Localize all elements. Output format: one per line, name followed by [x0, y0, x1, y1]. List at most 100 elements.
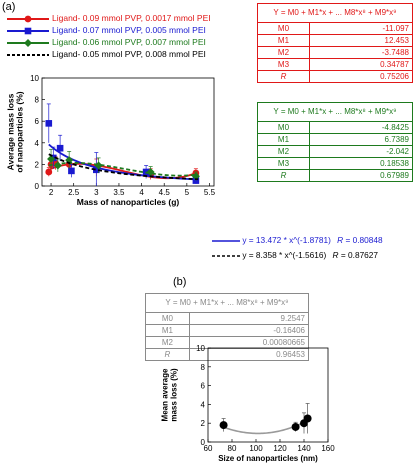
data-point — [146, 167, 155, 176]
x-tick-label: 4 — [139, 188, 144, 197]
fit-curve — [48, 153, 199, 181]
fit-table-gray-key: M1 — [145, 324, 190, 337]
legend-symbol — [7, 15, 49, 23]
fit-table-red-value: -11.097 — [308, 22, 414, 35]
y-tick-label: 6 — [201, 382, 206, 391]
legend-symbol — [7, 27, 49, 35]
y-axis-label: Average mass lossof nanoparticles (%) — [5, 91, 24, 172]
y-tick-label: 2 — [201, 419, 206, 428]
power-fit-blue-r-eq: = — [345, 235, 351, 245]
fit-table-green-header: Y = M0 + M1*x + ... M8*x⁸ + M9*x⁹ — [257, 102, 413, 122]
plot-frame — [207, 347, 329, 443]
y-axis-label: Mean averagemass loss (%) — [161, 368, 179, 422]
legend: Ligand- 0.09 mmol PVP, 0.0017 mmol PEI Li… — [0, 13, 245, 68]
data-point — [192, 177, 200, 184]
x-tick-label: 5.5 — [204, 188, 216, 197]
panel-label-a: (a) — [2, 1, 16, 13]
x-tick-label: 80 — [228, 444, 237, 453]
data-point — [53, 161, 62, 170]
fit-table-red-key: M0 — [257, 22, 310, 35]
x-axis-label: Mass of nanoparticles (g) — [77, 197, 180, 207]
y-tick-label: 10 — [196, 344, 205, 353]
y-tick-label: 8 — [35, 96, 40, 105]
x-tick-label: 100 — [249, 444, 263, 453]
power-fit-blue-eq: y = 13.472 * x^(-1.8781) — [242, 235, 331, 245]
legend-marker — [24, 27, 32, 35]
fit-table-red-key: M3 — [257, 58, 310, 71]
power-fit-black-r-eq: = — [340, 250, 346, 260]
fit-table-green-key: R — [257, 169, 310, 182]
fit-table-green-key: M1 — [257, 133, 310, 146]
y-tick-label: 6 — [35, 117, 40, 126]
y-tick-label: 4 — [35, 139, 40, 148]
fit-table-green: Y = M0 + M1*x + ... M8*x⁸ + M9*x⁹ M0 -4.8… — [257, 102, 414, 182]
fit-table-gray-key: M0 — [145, 312, 190, 325]
y-tick-label: 8 — [201, 363, 206, 372]
x-tick-label: 60 — [204, 444, 213, 453]
legend-label: Ligand- 0.06 mmol PVP, 0.007 mmol PEI — [52, 37, 206, 47]
x-tick-label: 140 — [297, 444, 311, 453]
data-point — [219, 421, 228, 430]
chart-b: 60 80 100 120 140 160 0 2 4 6 8 10 Size of nanoparti… — [161, 344, 336, 463]
data-point — [303, 414, 312, 423]
legend-label: Ligand- 0.07 mmol PVP, 0.005 mmol PEI — [52, 25, 206, 35]
y-axis-label-line: Average mass loss — [5, 93, 15, 170]
fit-table-gray-header: Y = M0 + M1*x + ... M8*x⁸ + M9*x⁹ — [145, 293, 309, 313]
power-fit-black-eq: y = 8.358 * x^(-1.5616) — [242, 250, 327, 260]
fit-table-red-key: M2 — [257, 46, 310, 59]
fit-table-green-value: 6.7389 — [308, 133, 414, 146]
x-axis-label: Size of nanoparticles (nm) — [218, 454, 318, 463]
power-fit-black-r-label: R — [332, 250, 339, 260]
x-tick-label: 160 — [321, 444, 335, 453]
fit-table-gray: Y = M0 + M1*x + ... M8*x⁸ + M9*x⁹ M0 9.25… — [145, 293, 310, 361]
power-fit-blue-r: 0.80848 — [352, 235, 383, 245]
legend-label: Ligand- 0.05 mmol PVP, 0.008 mmol PEI — [52, 49, 206, 59]
data-point — [47, 155, 56, 163]
x-tick-label: 4.5 — [159, 188, 171, 197]
data-point — [93, 166, 100, 174]
fit-table-red-value: 12.453 — [308, 34, 414, 47]
fit-table-red-key: R — [257, 70, 310, 83]
fit-table-green-value: -2.042 — [308, 145, 414, 158]
fit-curve — [48, 143, 199, 181]
fit-table-gray-value: 9.2547 — [188, 312, 310, 325]
y-tick-label: 2 — [35, 160, 40, 169]
x-tick-label: 120 — [273, 444, 287, 453]
fit-table-red-value: 0.75206 — [308, 70, 414, 83]
plot-frame — [41, 77, 215, 187]
y-axis-label-line: Mean average — [161, 368, 170, 421]
x-tick-label: 3.5 — [113, 188, 125, 197]
power-fit-blue: y = 13.472 * x^(-1.8781) R = 0.80848 — [212, 235, 383, 245]
panel-label-b: (b) — [173, 276, 187, 288]
y-tick-label: 10 — [30, 74, 39, 83]
fit-table-green-value: 0.18538 — [308, 157, 414, 170]
legend-marker — [24, 15, 32, 23]
fit-table-red: Y = M0 + M1*x + ... M8*x⁸ + M9*x⁹ M0 -11.… — [257, 3, 414, 83]
data-point — [94, 161, 103, 170]
x-tick-label: 3 — [94, 188, 99, 197]
legend-marker — [24, 39, 32, 47]
x-tick-label: 2.5 — [68, 188, 80, 197]
x-tick-label: 5 — [185, 188, 190, 197]
y-tick-label: 0 — [35, 182, 40, 191]
power-fit-black: y = 8.358 * x^(-1.5616) R = 0.87627 — [212, 250, 378, 260]
fit-table-green-key: M3 — [257, 157, 310, 170]
power-fit-blue-line-sample — [212, 240, 240, 243]
y-axis-label-line: mass loss (%) — [169, 368, 178, 422]
data-point — [291, 422, 300, 431]
data-point — [45, 168, 53, 176]
fit-table-green-value: -4.8425 — [308, 121, 414, 134]
data-point — [191, 172, 200, 181]
fit-curve — [48, 161, 199, 177]
y-tick-label: 0 — [201, 438, 206, 447]
x-tick-label: 2 — [49, 188, 54, 197]
power-fit-blue-r-label: R — [337, 235, 344, 245]
fit-table-gray-value: 0.96453 — [188, 348, 310, 361]
y-tick-label: 4 — [201, 400, 206, 409]
fit-table-red-key: M1 — [257, 34, 310, 47]
legend-symbol — [7, 54, 49, 56]
fit-table-red-value: 0.34787 — [308, 58, 414, 71]
fit-table-red-header: Y = M0 + M1*x + ... M8*x⁸ + M9*x⁹ — [257, 3, 413, 23]
fit-table-green-key: M2 — [257, 145, 310, 158]
